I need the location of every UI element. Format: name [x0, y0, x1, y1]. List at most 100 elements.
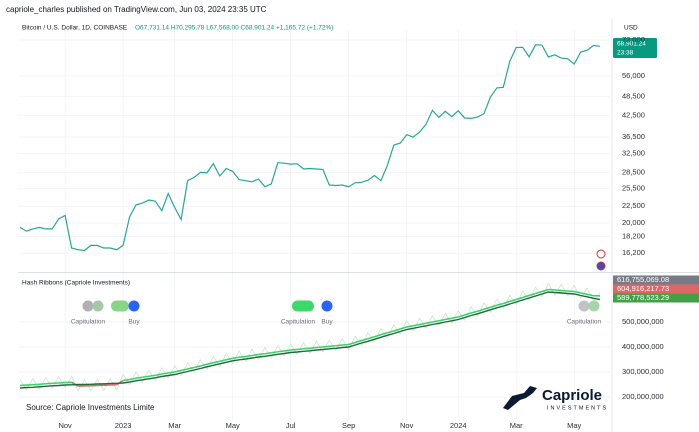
dot [111, 300, 129, 312]
y-tick-label: 200,000,000 [622, 392, 664, 401]
value-tag [613, 275, 699, 285]
ribbon-segment [206, 361, 214, 366]
logo-tagline: INVESTMENTS [547, 405, 608, 411]
value-tag [613, 293, 699, 303]
ribbon-segment [129, 377, 137, 381]
ribbon-segment [509, 298, 517, 303]
ribbon-segment [419, 322, 427, 326]
ribbon-segment [496, 302, 504, 307]
ribbon-segment [174, 369, 182, 373]
plot-layer [18, 30, 610, 420]
y-tick-label: 22,500 [622, 201, 645, 210]
x-tick-label: 2024 [450, 421, 467, 430]
ribbon-segment [470, 310, 478, 314]
ribbon-segment [58, 381, 66, 384]
y-tick-label: 20,000 [622, 218, 645, 227]
y-tick-label: 18,200 [622, 232, 645, 241]
y-tick-label: 36,500 [622, 132, 645, 141]
ribbon-segment [148, 374, 156, 378]
ribbon-segment [135, 376, 143, 380]
ribbon-segment [303, 347, 311, 350]
publisher: capriole_charles published on TradingVie… [6, 5, 267, 14]
ribbon-segment [284, 349, 291, 352]
countdown: 23:38 [617, 50, 634, 57]
dot [92, 300, 104, 312]
ribbon-segment [213, 360, 220, 364]
x-tick-label: May [567, 421, 581, 430]
ribbon-segment [161, 372, 169, 375]
signal-label: Capitulation [281, 319, 316, 326]
dot [82, 300, 94, 312]
ribbon-segment [39, 382, 46, 386]
x-tick-label: Nov [58, 421, 72, 430]
ribbon-segment [45, 382, 53, 385]
logo-name: Capriole [542, 387, 602, 404]
ribbon-segment [399, 326, 407, 330]
ribbon-segment [316, 346, 323, 349]
ribbon-segment [387, 330, 394, 334]
ribbon-segment [329, 344, 336, 348]
ribbon-segment [490, 304, 498, 309]
series-line [19, 291, 601, 389]
value-tag [613, 284, 699, 294]
ribbon-segment [309, 346, 317, 350]
ribbon-segment [554, 289, 562, 292]
x-tick-label: Mar [510, 421, 523, 430]
ribbon-segment [361, 337, 369, 342]
signal-label: Capitulation [71, 319, 106, 326]
logo-icon [503, 386, 537, 410]
y-tick-label: 25,500 [622, 183, 645, 192]
ribbon-segment [477, 308, 485, 313]
symbol: Bitcoin / U.S. Dollar, 1D, COINBASE [22, 25, 128, 32]
value-tag-label: 616,755,069.08 [617, 275, 669, 284]
ohlc: O67,731.14 H70,295.78 L67,568.00 C68,901… [135, 25, 333, 32]
signal-label: Capitulation [567, 319, 602, 326]
price-tag [613, 38, 657, 58]
value-tag-label: 604,916,217.73 [617, 284, 669, 293]
ribbon-segment [122, 378, 130, 382]
y-tick-label: 300,000,000 [622, 367, 664, 376]
y-tick-label: 32,500 [622, 149, 645, 158]
ribbon-segment [374, 333, 382, 338]
ribbon-segment [271, 350, 278, 354]
y-tick-label: 400,000,000 [622, 342, 664, 351]
ribbon-segment [586, 293, 594, 297]
x-tick-label: 2023 [115, 421, 132, 430]
ribbon-segment [528, 292, 536, 297]
ribbon-segment [535, 290, 543, 295]
x-tick-label: Jul [286, 421, 296, 430]
signal-dots [82, 300, 600, 312]
ribbon-segment [19, 384, 27, 387]
price-line [19, 44, 601, 252]
ribbon-segment [32, 383, 40, 386]
ribbon-segment [438, 318, 446, 322]
event-icon [596, 249, 606, 259]
x-tick-label: Sep [342, 421, 355, 430]
signal-label: Buy [128, 319, 140, 326]
ribbon-segment [342, 343, 349, 346]
ribbon-segment [541, 288, 549, 293]
dot [588, 300, 600, 312]
ribbon-segment [193, 365, 201, 369]
ribbon-segment [226, 357, 233, 361]
ribbon-segment [219, 358, 227, 363]
ribbon-segment [335, 344, 343, 347]
ribbon-segment [264, 351, 272, 355]
series-line [19, 282, 601, 392]
ribbon-segment [245, 354, 253, 358]
y-tick-label: 16,200 [622, 248, 645, 257]
ribbon-segment [380, 331, 388, 336]
ribbon-segment [180, 368, 188, 372]
pane-title: Hash Ribbons (Capriole Investments) [22, 280, 130, 287]
ribbon-segment [561, 289, 568, 292]
dot [321, 300, 333, 312]
x-tick-label: Nov [400, 421, 414, 430]
ribbon-segment [406, 324, 414, 328]
ribbon-segment [515, 296, 523, 301]
ribbon-segment [277, 350, 285, 353]
y-tick-label: 28,500 [622, 167, 645, 176]
y-tick-label: 48,500 [622, 91, 645, 100]
dot [292, 300, 314, 312]
y-tick-label: 56,000 [622, 71, 645, 80]
